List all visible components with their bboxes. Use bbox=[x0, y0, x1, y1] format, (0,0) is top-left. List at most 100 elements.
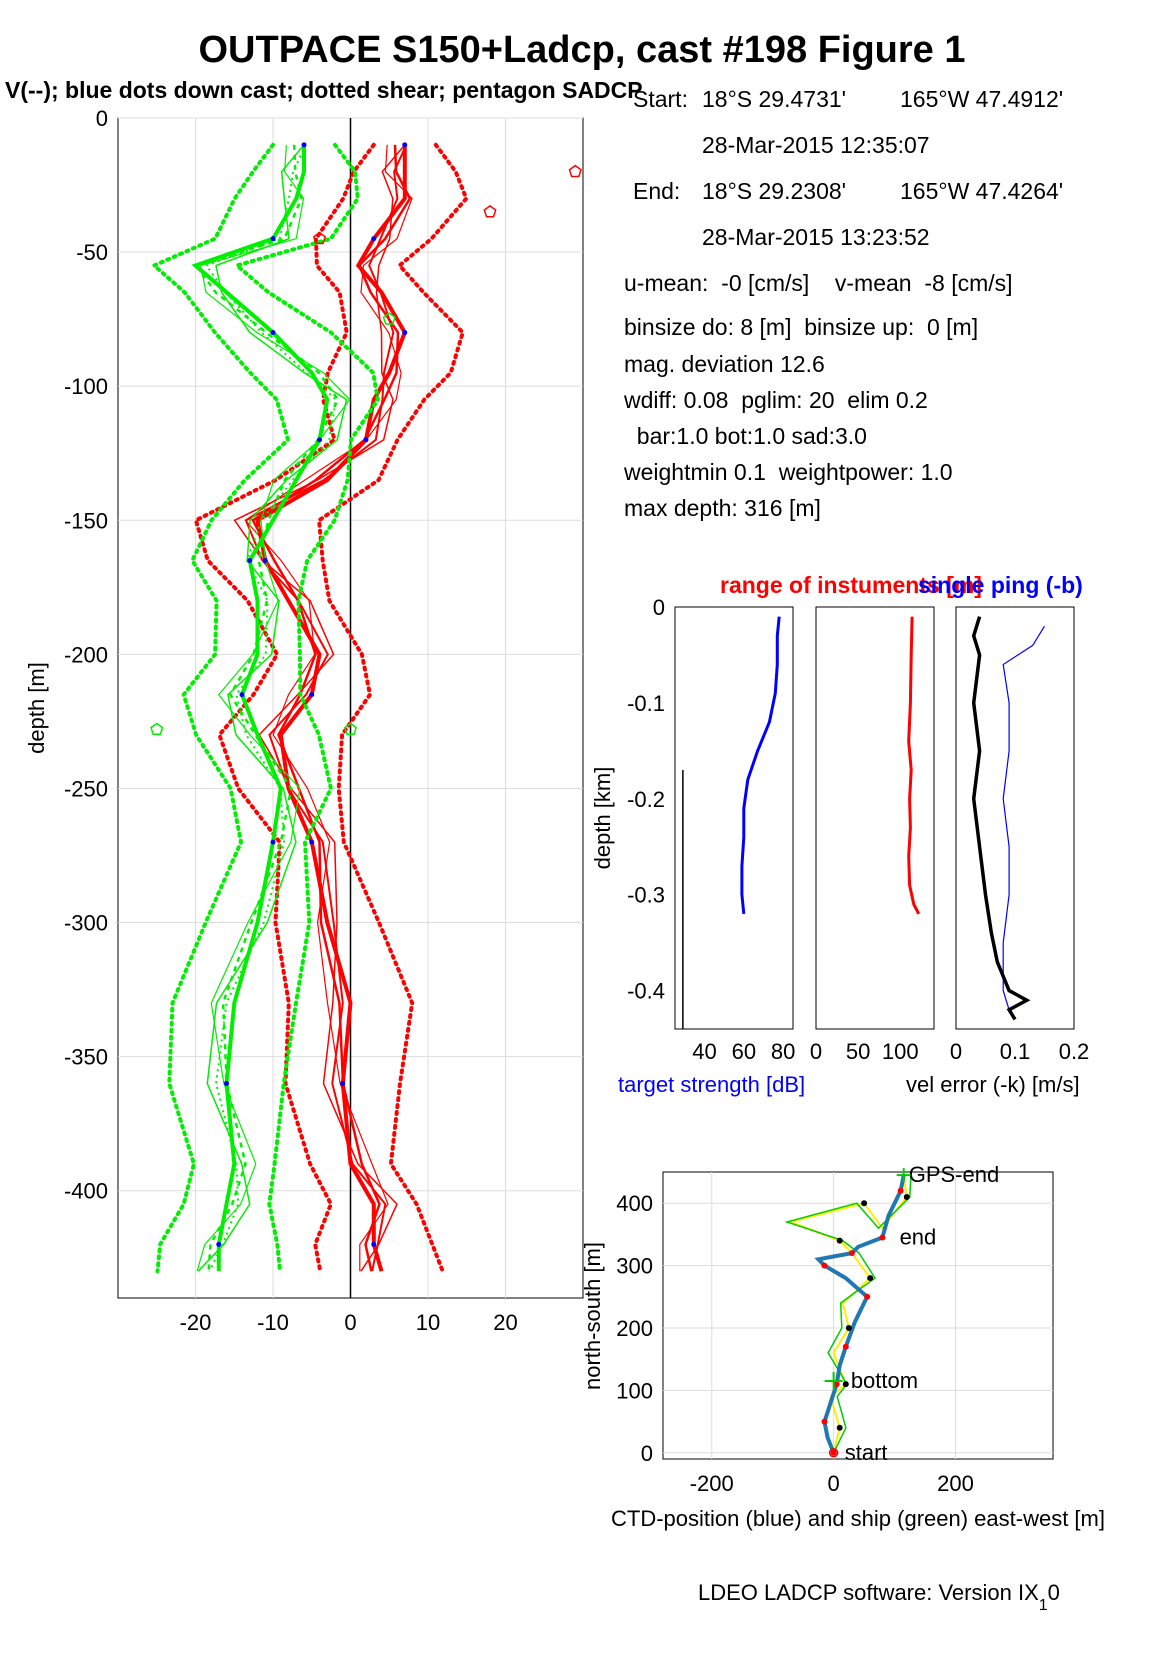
vel-xtick-label: 10 bbox=[416, 1310, 440, 1335]
ctd-marker bbox=[842, 1343, 849, 1350]
v-profile-line bbox=[191, 144, 330, 1272]
vel-ytick-label: -400 bbox=[64, 1179, 108, 1204]
ctd-marker bbox=[821, 1418, 828, 1425]
diagnostics-series bbox=[682, 616, 1046, 1029]
ctd-marker bbox=[864, 1293, 871, 1300]
ship-marker bbox=[861, 1200, 868, 1207]
position-label: bottom bbox=[851, 1368, 918, 1393]
v-shear-envelope bbox=[232, 142, 380, 1274]
vel-ytick-label: -250 bbox=[64, 776, 108, 801]
position-label: GPS-end bbox=[909, 1162, 1000, 1187]
diagnostics-ticks: 40 60 80 -0.4 -0.3 -0.2 -0.1 0 0 50 100 0 0.1 0.2 bbox=[627, 595, 1089, 1064]
velocity-panel: -20 -10 0 10 20-400-350-300-250-200-150-100-… bbox=[24, 106, 584, 1335]
velerr-axes-frame bbox=[955, 606, 1075, 1030]
ctd-track-line bbox=[814, 1174, 906, 1454]
downcast-dot bbox=[371, 236, 377, 242]
vel-xtick-label: -20 bbox=[180, 1310, 212, 1335]
range-axes-frame bbox=[815, 606, 935, 1030]
diag-ytick-label: -0.2 bbox=[627, 787, 665, 812]
position-label: end bbox=[900, 1225, 937, 1250]
diag-xtick-label: 50 bbox=[846, 1039, 870, 1064]
target-strength-line bbox=[740, 616, 781, 915]
pos-ytick-label: 200 bbox=[616, 1316, 653, 1341]
start-label: Start: bbox=[633, 86, 688, 112]
mag-deviation: mag. deviation 12.6 bbox=[624, 351, 825, 377]
ctd-marker bbox=[830, 1449, 837, 1456]
vel-error-line bbox=[971, 616, 1031, 1021]
target-xlabel: target strength [dB] bbox=[618, 1072, 805, 1097]
bottom-marker bbox=[824, 1372, 843, 1391]
vel-ytick-label: 0 bbox=[96, 106, 108, 131]
sadcp-pentagon bbox=[382, 312, 396, 325]
position-ylabel: north-south [m] bbox=[580, 1242, 605, 1390]
diag-xtick-label: 100 bbox=[882, 1039, 919, 1064]
pos-ytick-label: 400 bbox=[616, 1191, 653, 1216]
v-profile-line bbox=[197, 144, 348, 1272]
weights-info: bar:1.0 bot:1.0 sad:3.0 bbox=[624, 423, 867, 449]
binsize-info: binsize do: 8 [m] binsize up: 0 [m] bbox=[624, 314, 979, 340]
vel-xtick-label: 0 bbox=[344, 1310, 356, 1335]
downcast-dot bbox=[247, 558, 253, 563]
end-lon: 165°W 47.4264' bbox=[900, 178, 1064, 204]
range-title: range of instuments [m] bbox=[720, 572, 982, 598]
downcast-dot bbox=[371, 1241, 377, 1247]
v-shear-envelope bbox=[150, 142, 291, 1274]
velerr-xlabel: vel error (-k) [m/s] bbox=[906, 1072, 1080, 1097]
ship-marker bbox=[836, 1237, 843, 1244]
velocity-ticks: -20 -10 0 10 20-400-350-300-250-200-150-100-… bbox=[64, 106, 518, 1335]
downcast-dot bbox=[239, 692, 245, 698]
sadcp-pentagon bbox=[343, 722, 358, 736]
downcast-dot bbox=[270, 236, 276, 242]
end-label: End: bbox=[633, 178, 681, 204]
range-line bbox=[907, 616, 921, 915]
downcast-dot bbox=[270, 330, 276, 336]
ship-marker bbox=[867, 1275, 874, 1282]
v-profile-line bbox=[204, 144, 337, 1272]
position-label: start bbox=[845, 1440, 888, 1465]
v-profile-line bbox=[196, 144, 351, 1272]
wdiff-info: wdiff: 0.08 pglim: 20 elim 0.2 bbox=[624, 387, 928, 413]
vel-ytick-label: -350 bbox=[64, 1045, 108, 1070]
downcast-dot bbox=[309, 839, 315, 845]
pos-xtick-label: 200 bbox=[937, 1471, 974, 1496]
target-axes-frame bbox=[674, 606, 794, 1030]
diagnostics-panels: 40 60 80 -0.4 -0.3 -0.2 -0.1 0 0 50 100 0 0.1 0.2 ran… bbox=[590, 572, 1089, 1097]
downcast-dot bbox=[340, 1080, 346, 1086]
end-lat: 18°S 29.2308' bbox=[702, 178, 847, 204]
downcast-dot bbox=[262, 558, 268, 563]
u-profile-line bbox=[244, 144, 408, 1272]
diag-ytick-label: -0.1 bbox=[627, 691, 665, 716]
target-ylabel: depth [km] bbox=[590, 767, 615, 870]
start-time: 28-Mar-2015 12:35:07 bbox=[702, 132, 930, 158]
ship-marker bbox=[842, 1381, 849, 1388]
velocity-ylabel: depth [m] bbox=[24, 662, 49, 754]
downcast-dot bbox=[402, 330, 408, 336]
pos-ytick-label: 0 bbox=[641, 1441, 653, 1466]
gps-end-marker bbox=[896, 1168, 911, 1183]
diag-xtick-label: 80 bbox=[771, 1039, 795, 1064]
velocity-series bbox=[150, 118, 582, 1298]
position-grid bbox=[663, 1172, 1053, 1459]
diag-ytick-label: 0 bbox=[653, 595, 665, 620]
diag-ytick-label: -0.3 bbox=[627, 883, 665, 908]
vel-ytick-label: -150 bbox=[64, 508, 108, 533]
ship-marker bbox=[845, 1324, 852, 1331]
pos-ytick-label: 300 bbox=[616, 1254, 653, 1279]
downcast-dot bbox=[402, 142, 408, 148]
sadcp-pentagon bbox=[312, 231, 327, 245]
sadcp-pentagon bbox=[150, 722, 164, 736]
ctd-marker bbox=[821, 1262, 828, 1269]
downcast-dot bbox=[301, 142, 307, 148]
downcast-dot bbox=[363, 437, 369, 443]
downcast-dot bbox=[309, 692, 315, 698]
diag-xtick-label: 0 bbox=[950, 1039, 962, 1064]
sadcp-pentagon bbox=[568, 164, 582, 178]
velerr-title: single ping (-b) bbox=[918, 572, 1083, 598]
diag-xtick-label: 60 bbox=[732, 1039, 756, 1064]
ship-marker bbox=[903, 1193, 910, 1200]
diag-xtick-label: 0.2 bbox=[1059, 1039, 1090, 1064]
figure-title: OUTPACE S150+Ladcp, cast #198 Figure 1 bbox=[199, 29, 966, 71]
diag-xtick-label: 0.1 bbox=[1000, 1039, 1031, 1064]
vel-xtick-label: -10 bbox=[257, 1310, 289, 1335]
